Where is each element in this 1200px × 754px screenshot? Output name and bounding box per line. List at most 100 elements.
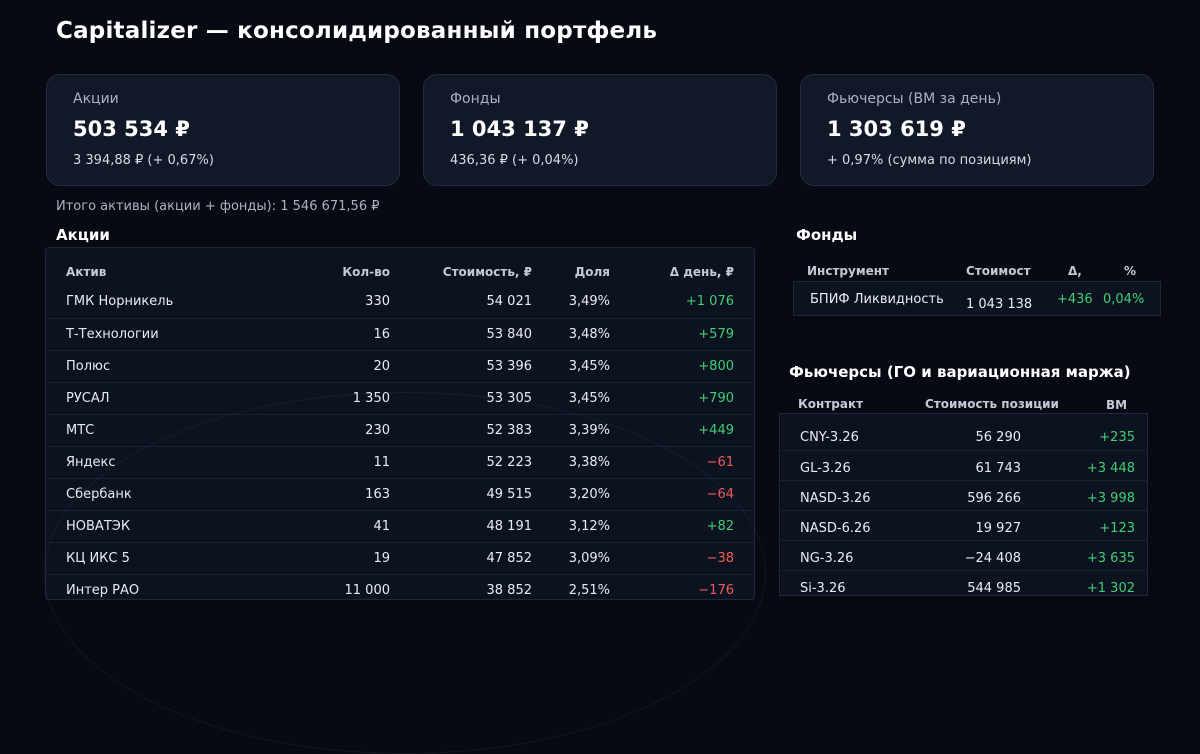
col-header-value: Стоимость, ₽ [442,265,532,279]
cell-qty: 19 [373,551,390,566]
funds-table-header: Инструмент Стоимост Δ, % [793,262,1161,282]
card-value: 1 303 619 ₽ [827,117,966,141]
cell-contract: NASD-3.26 [800,491,871,506]
cell-position-value: 544 985 [967,581,1021,596]
cell-vm: +1 302 [1086,581,1135,596]
stocks-table-body: ГМК Норникель 330 54 021 3,49% +1 076 Т-Техно… [46,286,754,599]
cell-qty: 330 [365,294,390,309]
cell-delta: +790 [698,391,734,406]
table-row[interactable]: Полюс 20 53 396 3,45% +800 [46,350,754,383]
cell-value: 54 021 [486,294,533,309]
col-header-delta: Δ день, ₽ [669,265,734,279]
card-stocks[interactable]: Акции 503 534 ₽ 3 394,88 ₽ (+ 0,67%) [46,74,400,186]
cell-delta: −38 [706,551,734,566]
card-value: 503 534 ₽ [73,117,190,141]
card-label: Фонды [450,91,501,107]
cell-qty: 163 [365,487,390,502]
table-row[interactable]: CNY-3.26 56 290 +235 [780,420,1147,450]
cell-value: 53 840 [486,327,533,342]
cell-share: 3,20% [568,487,610,502]
cell-delta: −176 [698,583,734,598]
cell-value: 52 223 [486,455,533,470]
cell-share: 3,12% [568,519,610,534]
col-header-position-value: Стоимость позиции [925,397,1059,411]
cell-delta: −64 [706,487,734,502]
page-title: Capitalizer — консолидированный портфель [56,18,658,44]
cell-value: 48 191 [486,519,533,534]
cell-asset: Полюс [66,359,111,374]
table-row[interactable]: РУСАЛ 1 350 53 305 3,45% +790 [46,382,754,415]
cell-contract: Si-3.26 [800,581,846,596]
cell-share: 3,45% [568,359,610,374]
cell-qty: 20 [373,359,390,374]
cell-delta: +800 [698,359,734,374]
card-label: Акции [73,91,119,107]
futures-table-header: Контракт Стоимость позиции ВМ [779,395,1148,415]
funds-section-title: Фонды [796,226,858,244]
cell-asset: Т-Технологии [66,327,159,342]
cell-share: 3,38% [568,455,610,470]
table-row[interactable]: КЦ ИКС 5 19 47 852 3,09% −38 [46,542,754,575]
fund-value: 1 043 138 [966,297,1033,312]
card-futures[interactable]: Фьючерсы (ВМ за день) 1 303 619 ₽ + 0,97… [800,74,1154,186]
cell-asset: МТС [66,423,95,438]
card-funds[interactable]: Фонды 1 043 137 ₽ 436,36 ₽ (+ 0,04%) [423,74,777,186]
cell-value: 52 383 [486,423,533,438]
cell-delta: +449 [698,423,734,438]
card-label: Фьючерсы (ВМ за день) [827,91,1002,107]
stocks-section-title: Акции [56,226,110,244]
cell-position-value: 61 743 [975,461,1022,476]
card-delta: 3 394,88 ₽ (+ 0,67%) [73,153,214,168]
cell-value: 53 396 [486,359,533,374]
cell-position-value: 56 290 [975,430,1022,445]
col-header-contract: Контракт [798,397,864,411]
table-row[interactable]: NASD-3.26 596 266 +3 998 [780,480,1147,511]
cell-asset: ГМК Норникель [66,294,174,309]
cell-vm: +3 448 [1086,461,1135,476]
table-row[interactable]: Т-Технологии 16 53 840 3,48% +579 [46,318,754,351]
col-header-instrument: Инструмент [807,264,890,278]
cell-vm: +123 [1099,521,1135,536]
cell-qty: 11 [373,455,390,470]
cell-position-value: 596 266 [967,491,1021,506]
cell-asset: КЦ ИКС 5 [66,551,130,566]
cell-share: 3,48% [568,327,610,342]
col-header-value: Стоимост [966,264,1031,278]
col-header-pct: % [1124,264,1137,278]
cell-value: 47 852 [486,551,533,566]
cell-delta: −61 [706,455,734,470]
table-row[interactable]: NG-3.26 −24 408 +3 635 [780,540,1147,571]
cell-asset: Сбербанк [66,487,132,502]
col-header-share: Доля [574,265,610,279]
cell-contract: CNY-3.26 [800,430,859,445]
table-row[interactable]: МТС 230 52 383 3,39% +449 [46,414,754,447]
table-row[interactable]: Сбербанк 163 49 515 3,20% −64 [46,478,754,511]
cell-position-value: −24 408 [964,551,1021,566]
cell-value: 49 515 [486,487,533,502]
table-row[interactable]: GL-3.26 61 743 +3 448 [780,450,1147,481]
stocks-table: Актив Кол-во Стоимость, ₽ Доля Δ день, ₽… [45,247,755,600]
table-row[interactable]: Интер РАО 11 000 38 852 2,51% −176 [46,574,754,607]
table-row[interactable]: ГМК Норникель 330 54 021 3,49% +1 076 [46,286,754,318]
cell-asset: РУСАЛ [66,391,110,406]
table-row[interactable]: NASD-6.26 19 927 +123 [780,510,1147,541]
cell-qty: 230 [365,423,390,438]
table-row[interactable]: НОВАТЭК 41 48 191 3,12% +82 [46,510,754,543]
cell-asset: НОВАТЭК [66,519,131,534]
futures-section-title: Фьючерсы (ГО и вариационная маржа) [789,363,1131,381]
cell-value: 38 852 [486,583,533,598]
table-row[interactable]: Яндекс 11 52 223 3,38% −61 [46,446,754,479]
cell-qty: 11 000 [344,583,391,598]
cell-vm: +3 635 [1086,551,1135,566]
cell-share: 3,45% [568,391,610,406]
cell-position-value: 19 927 [975,521,1022,536]
table-row[interactable]: Si-3.26 544 985 +1 302 [780,570,1147,601]
futures-table: CNY-3.26 56 290 +235 GL-3.26 61 743 +3 448 NAS… [779,413,1148,596]
card-delta: 436,36 ₽ (+ 0,04%) [450,153,579,168]
cell-contract: GL-3.26 [800,461,851,476]
col-header-vm: ВМ [1106,398,1128,412]
futures-table-body: CNY-3.26 56 290 +235 GL-3.26 61 743 +3 448 NAS… [780,420,1147,596]
cell-qty: 16 [373,327,390,342]
cell-qty: 41 [373,519,390,534]
cell-asset: Яндекс [66,455,116,470]
